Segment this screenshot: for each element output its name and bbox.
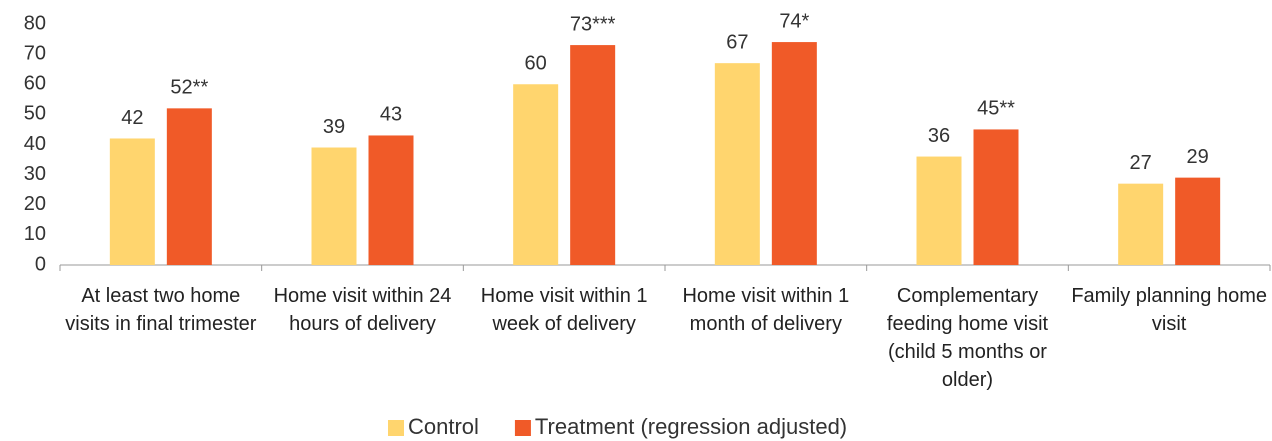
- data-label: 73***: [570, 13, 616, 35]
- y-tick-label: 0: [35, 253, 46, 275]
- bar: [1175, 177, 1221, 265]
- data-label: 39: [323, 116, 345, 138]
- y-tick-label: 50: [24, 103, 46, 125]
- legend-label: Treatment (regression adjusted): [535, 414, 847, 439]
- data-label: 67: [726, 31, 748, 53]
- data-label: 27: [1130, 152, 1152, 174]
- y-tick-label: 20: [24, 193, 46, 215]
- bar: [771, 42, 817, 266]
- bar: [166, 108, 212, 265]
- y-tick-label: 80: [24, 12, 46, 34]
- bar: [368, 135, 414, 265]
- y-tick-label: 30: [24, 163, 46, 185]
- bar: [311, 147, 357, 265]
- bar: [714, 63, 760, 265]
- data-label: 60: [525, 53, 547, 75]
- data-label: 29: [1187, 146, 1209, 168]
- y-tick-label: 60: [24, 73, 46, 95]
- bar: [513, 84, 559, 265]
- legend-swatch: [388, 420, 404, 436]
- x-tick-label: Family planning home visit: [1071, 285, 1267, 335]
- x-tick-label: Home visit within 1 week of delivery: [480, 285, 648, 335]
- x-tick-label: At least two home visits in final trimes…: [65, 285, 257, 335]
- x-tick-label: Complementary feeding home visit (child …: [886, 285, 1049, 391]
- bar: [1118, 183, 1164, 265]
- legend-label: Control: [408, 414, 479, 439]
- bar: [570, 45, 616, 266]
- x-tick-label: Home visit within 24 hours of delivery: [273, 285, 452, 335]
- y-tick-label: 10: [24, 223, 46, 245]
- data-label: 52**: [170, 77, 208, 99]
- y-tick-label: 40: [24, 133, 46, 155]
- data-label: 45**: [977, 98, 1015, 120]
- bar: [916, 156, 962, 265]
- data-label: 42: [121, 107, 143, 129]
- x-tick-label: Home visit within 1 month of delivery: [682, 285, 850, 335]
- bar: [109, 138, 155, 265]
- bar: [973, 129, 1019, 265]
- y-tick-label: 70: [24, 42, 46, 64]
- data-label: 43: [380, 104, 402, 126]
- data-label: 74*: [779, 10, 809, 32]
- data-label: 36: [928, 125, 950, 147]
- legend-swatch: [514, 420, 531, 436]
